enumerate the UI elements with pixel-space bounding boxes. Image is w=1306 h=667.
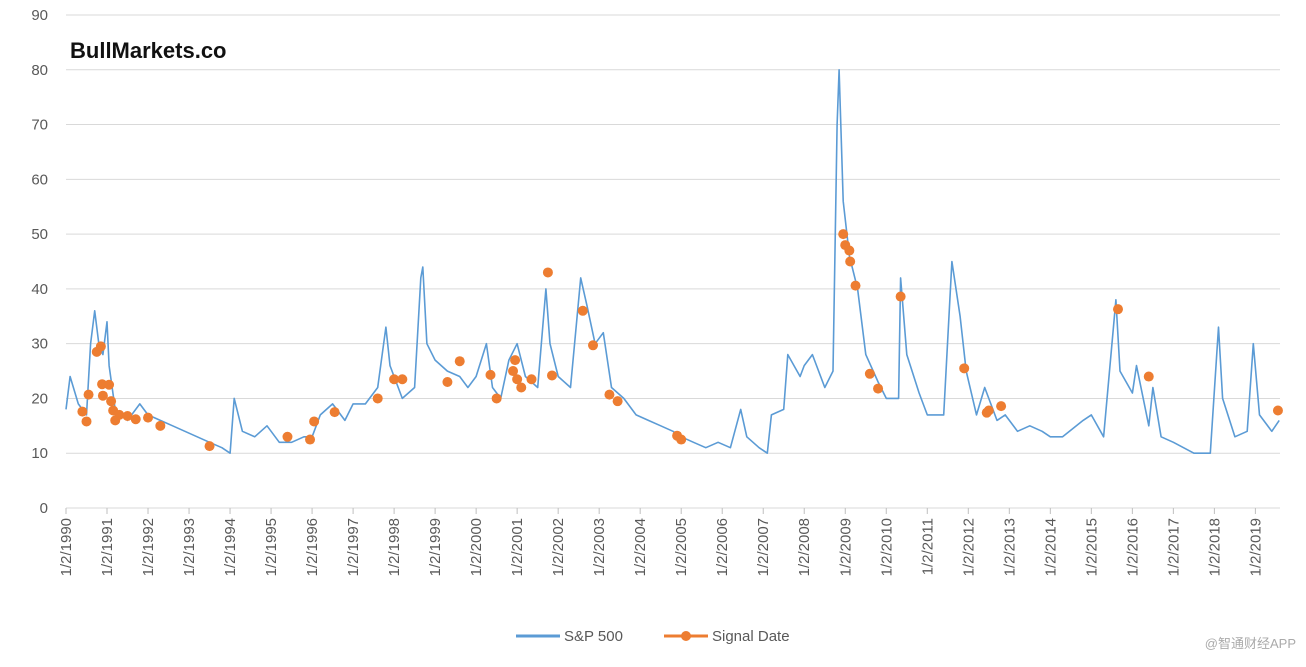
x-tick-label: 1/2/2018	[1206, 518, 1223, 576]
y-tick-label: 70	[31, 117, 48, 134]
x-tick-label: 1/2/1995	[263, 518, 280, 576]
signal-marker	[95, 341, 106, 352]
x-tick-label: 1/2/2001	[509, 518, 526, 576]
x-tick-label: 1/2/2007	[755, 518, 772, 576]
signal-marker	[282, 431, 293, 442]
signal-marker	[454, 356, 465, 367]
signal-marker	[845, 256, 856, 267]
signal-marker	[676, 434, 687, 445]
signal-marker	[612, 396, 623, 407]
signal-marker	[588, 340, 599, 351]
x-tick-label: 1/2/2019	[1247, 518, 1264, 576]
signal-marker	[577, 305, 588, 316]
y-tick-label: 80	[31, 62, 48, 79]
signal-marker	[959, 363, 970, 374]
signal-marker	[983, 405, 994, 416]
signal-marker	[104, 379, 115, 390]
signal-marker	[122, 410, 133, 421]
signal-marker	[155, 420, 166, 431]
x-tick-label: 1/2/1990	[58, 518, 75, 576]
y-tick-label: 10	[31, 445, 48, 462]
signal-marker	[526, 374, 537, 385]
x-tick-label: 1/2/2010	[878, 518, 895, 576]
legend-label: Signal Date	[712, 628, 790, 645]
signal-marker	[114, 409, 125, 420]
x-tick-label: 1/2/1992	[140, 518, 157, 576]
x-tick-label: 1/2/2005	[673, 518, 690, 576]
x-tick-label: 1/2/1998	[386, 518, 403, 576]
signal-marker	[844, 245, 855, 256]
signal-marker	[1272, 405, 1283, 416]
x-tick-label: 1/2/1993	[181, 518, 198, 576]
signal-marker	[604, 389, 615, 400]
x-tick-label: 1/2/1999	[427, 518, 444, 576]
signal-marker	[106, 396, 117, 407]
y-tick-label: 40	[31, 281, 48, 298]
signal-marker	[485, 369, 496, 380]
x-tick-label: 1/2/2009	[837, 518, 854, 576]
series-line	[65, 69, 1280, 454]
x-tick-label: 1/2/2013	[1001, 518, 1018, 576]
signal-marker	[130, 414, 141, 425]
x-tick-label: 1/2/2014	[1042, 518, 1059, 576]
signal-marker	[143, 412, 154, 423]
x-tick-label: 1/2/2015	[1083, 518, 1100, 576]
signal-marker	[508, 366, 519, 377]
x-tick-label: 1/2/2000	[468, 518, 485, 576]
signal-marker	[510, 355, 521, 366]
signal-marker	[516, 382, 527, 393]
signal-marker	[81, 416, 92, 427]
signal-marker	[873, 383, 884, 394]
signal-marker	[850, 280, 861, 291]
x-tick-label: 1/2/2004	[632, 518, 649, 576]
y-tick-label: 50	[31, 226, 48, 243]
legend-marker	[681, 631, 691, 641]
y-tick-label: 0	[40, 500, 48, 517]
signal-marker	[389, 374, 400, 385]
x-tick-label: 1/2/2016	[1124, 518, 1141, 576]
signal-marker	[491, 393, 502, 404]
signal-marker	[77, 406, 88, 417]
x-tick-label: 1/2/2012	[960, 518, 977, 576]
signal-marker	[97, 390, 108, 401]
y-tick-label: 90	[31, 7, 48, 24]
x-tick-label: 1/2/2008	[796, 518, 813, 576]
signal-marker	[397, 374, 408, 385]
signal-marker	[305, 434, 316, 445]
x-tick-label: 1/2/1991	[99, 518, 116, 576]
x-tick-label: 1/2/2002	[550, 518, 567, 576]
annotation: BullMarkets.co	[70, 38, 227, 63]
signal-marker	[83, 389, 94, 400]
x-tick-label: 1/2/2017	[1165, 518, 1182, 576]
signal-marker	[547, 370, 558, 381]
x-tick-label: 1/2/1997	[345, 518, 362, 576]
signal-marker	[864, 368, 875, 379]
signal-marker	[838, 229, 849, 240]
y-tick-label: 30	[31, 336, 48, 353]
signal-marker	[512, 374, 523, 385]
signal-marker	[895, 291, 906, 302]
signal-marker	[309, 416, 320, 427]
x-tick-label: 1/2/2003	[591, 518, 608, 576]
signal-marker	[372, 393, 383, 404]
x-tick-label: 1/2/2011	[919, 518, 936, 575]
y-tick-label: 20	[31, 390, 48, 407]
signal-marker	[1112, 304, 1123, 315]
legend-label: S&P 500	[564, 628, 623, 645]
signal-marker	[329, 407, 340, 418]
signal-marker	[542, 267, 553, 278]
y-tick-label: 60	[31, 171, 48, 188]
x-tick-label: 1/2/1994	[222, 518, 239, 576]
signal-marker	[996, 401, 1007, 412]
x-tick-label: 1/2/1996	[304, 518, 321, 576]
x-tick-label: 1/2/2006	[714, 518, 731, 576]
watermark: @智通财经APP	[1205, 636, 1296, 651]
signal-marker	[442, 377, 453, 388]
signal-marker	[1143, 371, 1154, 382]
signal-marker	[204, 441, 215, 452]
